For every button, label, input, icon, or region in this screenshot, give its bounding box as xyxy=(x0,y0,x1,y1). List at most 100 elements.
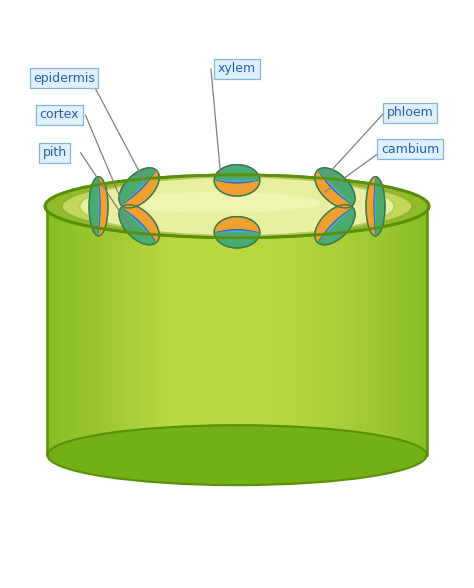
Polygon shape xyxy=(171,206,174,455)
Polygon shape xyxy=(167,206,171,455)
Polygon shape xyxy=(146,206,149,455)
Polygon shape xyxy=(108,206,111,455)
Polygon shape xyxy=(57,206,61,455)
Text: cortex: cortex xyxy=(39,108,79,121)
Polygon shape xyxy=(351,206,355,455)
Polygon shape xyxy=(142,206,146,455)
Polygon shape xyxy=(224,206,228,455)
Polygon shape xyxy=(214,216,260,232)
Polygon shape xyxy=(121,171,159,208)
Polygon shape xyxy=(76,206,80,455)
Polygon shape xyxy=(114,206,118,455)
Polygon shape xyxy=(127,206,130,455)
Polygon shape xyxy=(354,206,357,455)
Ellipse shape xyxy=(80,177,394,236)
Polygon shape xyxy=(423,206,427,455)
Polygon shape xyxy=(216,179,258,182)
Polygon shape xyxy=(262,206,266,455)
Polygon shape xyxy=(328,206,332,455)
Polygon shape xyxy=(60,206,64,455)
Polygon shape xyxy=(313,206,317,455)
Polygon shape xyxy=(269,206,272,455)
Polygon shape xyxy=(228,206,231,455)
Polygon shape xyxy=(119,207,156,245)
Polygon shape xyxy=(281,206,285,455)
Polygon shape xyxy=(398,206,402,455)
Polygon shape xyxy=(345,206,348,455)
Polygon shape xyxy=(95,206,99,455)
Polygon shape xyxy=(123,172,155,204)
Polygon shape xyxy=(70,206,73,455)
Polygon shape xyxy=(338,206,342,455)
Polygon shape xyxy=(392,206,395,455)
Polygon shape xyxy=(186,206,190,455)
Polygon shape xyxy=(214,165,260,181)
Polygon shape xyxy=(148,206,152,455)
Polygon shape xyxy=(246,206,250,455)
Polygon shape xyxy=(319,206,323,455)
Polygon shape xyxy=(316,206,319,455)
Polygon shape xyxy=(370,206,374,455)
Polygon shape xyxy=(234,206,237,455)
Polygon shape xyxy=(51,206,54,455)
Polygon shape xyxy=(284,206,288,455)
Polygon shape xyxy=(332,206,336,455)
Polygon shape xyxy=(303,206,307,455)
Polygon shape xyxy=(395,206,399,455)
Polygon shape xyxy=(231,206,234,455)
Polygon shape xyxy=(319,172,351,204)
Polygon shape xyxy=(123,209,155,240)
Polygon shape xyxy=(240,206,244,455)
Text: epidermis: epidermis xyxy=(33,72,95,85)
Polygon shape xyxy=(335,206,338,455)
Polygon shape xyxy=(216,231,258,233)
Polygon shape xyxy=(379,206,383,455)
Polygon shape xyxy=(98,179,100,233)
Polygon shape xyxy=(259,206,263,455)
Polygon shape xyxy=(73,206,76,455)
Polygon shape xyxy=(214,232,260,248)
Polygon shape xyxy=(366,177,375,236)
Polygon shape xyxy=(420,206,424,455)
Polygon shape xyxy=(209,206,212,455)
Polygon shape xyxy=(121,205,159,242)
Polygon shape xyxy=(214,216,260,248)
Polygon shape xyxy=(322,206,326,455)
Polygon shape xyxy=(414,206,418,455)
Polygon shape xyxy=(243,206,247,455)
Polygon shape xyxy=(190,206,193,455)
Polygon shape xyxy=(272,206,275,455)
Polygon shape xyxy=(366,206,370,455)
Polygon shape xyxy=(193,206,196,455)
Polygon shape xyxy=(253,206,256,455)
Polygon shape xyxy=(326,206,329,455)
Polygon shape xyxy=(278,206,282,455)
Text: cambium: cambium xyxy=(381,143,439,156)
Polygon shape xyxy=(161,206,165,455)
Polygon shape xyxy=(123,206,127,455)
Polygon shape xyxy=(297,206,301,455)
Polygon shape xyxy=(123,209,155,240)
Polygon shape xyxy=(129,206,133,455)
Polygon shape xyxy=(385,206,389,455)
Polygon shape xyxy=(318,168,355,205)
Polygon shape xyxy=(315,171,353,208)
Polygon shape xyxy=(408,206,411,455)
Polygon shape xyxy=(119,205,159,245)
Polygon shape xyxy=(347,206,351,455)
Polygon shape xyxy=(318,207,355,245)
Polygon shape xyxy=(404,206,408,455)
Polygon shape xyxy=(411,206,414,455)
Polygon shape xyxy=(152,206,155,455)
Polygon shape xyxy=(119,168,156,205)
Polygon shape xyxy=(89,206,92,455)
Polygon shape xyxy=(91,206,95,455)
Polygon shape xyxy=(360,206,364,455)
Polygon shape xyxy=(319,209,351,240)
Polygon shape xyxy=(120,206,124,455)
Polygon shape xyxy=(315,168,355,208)
Polygon shape xyxy=(366,177,385,236)
Polygon shape xyxy=(294,206,298,455)
Polygon shape xyxy=(307,206,310,455)
Polygon shape xyxy=(82,206,86,455)
